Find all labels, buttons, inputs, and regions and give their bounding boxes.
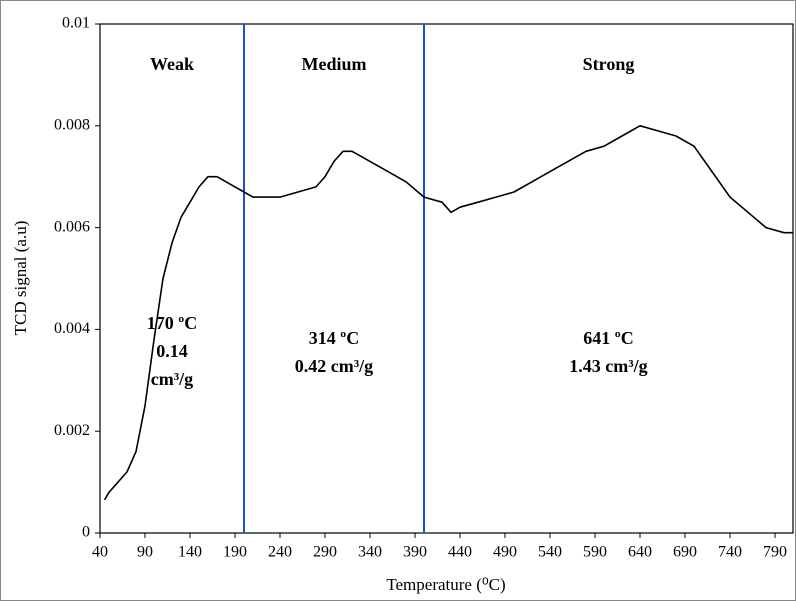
x-tick-label: 90 [137, 544, 153, 561]
region-annotation: 0.14 [156, 341, 188, 361]
x-tick-label: 640 [628, 544, 652, 561]
region-name: Strong [583, 54, 635, 74]
x-tick-label: 240 [268, 544, 292, 561]
region-annotation: 170 ºC [147, 313, 197, 333]
x-tick-label: 540 [538, 544, 562, 561]
region-annotation: 1.43 cm³/g [569, 356, 647, 376]
x-tick-label: 40 [92, 544, 108, 561]
y-tick-label: 0.006 [54, 218, 90, 235]
region-annotation: 314 ºC [309, 328, 359, 348]
y-tick-label: 0.01 [62, 15, 90, 32]
region-annotation: cm³/g [151, 369, 193, 389]
x-tick-label: 690 [673, 544, 697, 561]
x-tick-label: 740 [718, 544, 742, 561]
region-annotation: 641 ºC [583, 328, 633, 348]
y-tick-label: 0 [82, 524, 90, 541]
x-tick-label: 390 [403, 544, 427, 561]
plot-area [99, 23, 794, 534]
y-tick-label: 0.004 [54, 320, 90, 337]
x-axis-label: Temperature (⁰C) [386, 575, 505, 594]
y-tick-label: 0.008 [54, 116, 90, 133]
signal-line [103, 125, 793, 501]
x-tick-label: 590 [583, 544, 607, 561]
y-axis-label: TCD signal (a.u) [11, 221, 30, 336]
region-annotation: 0.42 cm³/g [295, 356, 373, 376]
x-tick-label: 340 [358, 544, 382, 561]
x-tick-label: 440 [448, 544, 472, 561]
region-name: Weak [150, 54, 194, 74]
x-tick-label: 490 [493, 544, 517, 561]
x-tick-label: 190 [223, 544, 247, 561]
y-tick-label: 0.002 [54, 422, 90, 439]
x-tick-label: 790 [763, 544, 787, 561]
region-name: Medium [302, 54, 367, 74]
x-tick-label: 290 [313, 544, 337, 561]
x-tick-label: 140 [178, 544, 202, 561]
